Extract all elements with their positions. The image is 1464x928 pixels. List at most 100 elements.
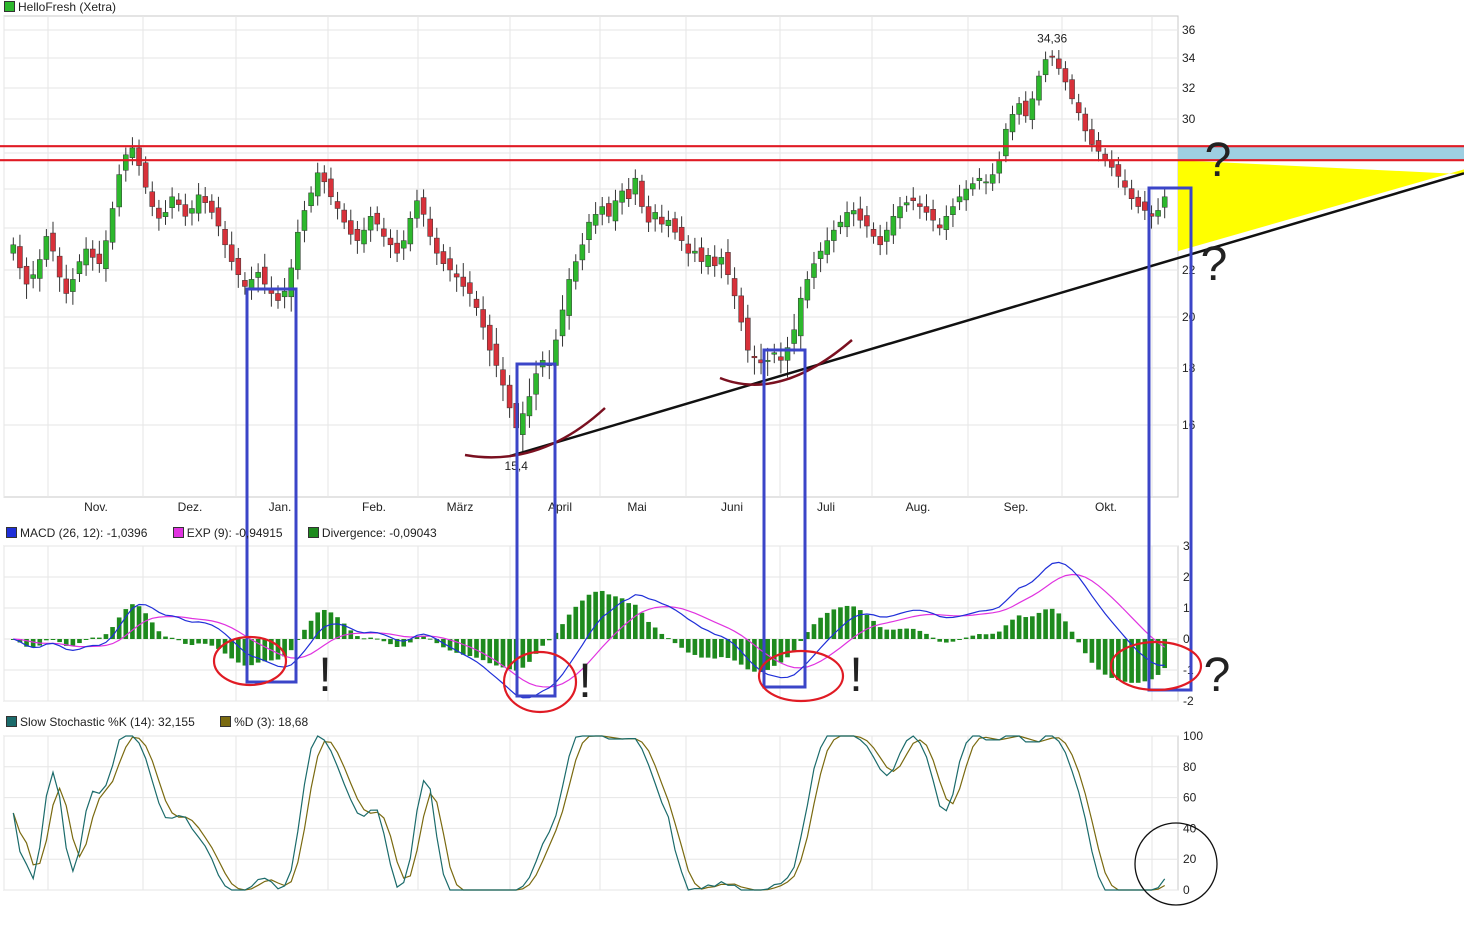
- divergence-bar: [1122, 639, 1128, 682]
- candle-up: [1155, 210, 1161, 217]
- price-y-tick-label: 18: [1182, 361, 1196, 375]
- divergence-bar: [500, 639, 506, 668]
- candle-down: [453, 273, 460, 278]
- candle-down: [89, 248, 96, 258]
- candle-down: [936, 224, 943, 229]
- divergence-bar: [487, 639, 493, 664]
- candle-down: [182, 204, 189, 217]
- macd-y-tick-label: -1: [1183, 663, 1194, 677]
- exp-legend-swatch: [172, 527, 184, 538]
- candle-up: [705, 255, 711, 267]
- divergence-bar: [361, 638, 367, 640]
- divergence-bar: [705, 639, 711, 658]
- exclamation-mark-1: !: [318, 649, 331, 702]
- divergence-bar: [1155, 639, 1161, 675]
- divergence-bar: [1063, 621, 1068, 639]
- divergence-bar: [811, 624, 817, 639]
- divergence-bar: [116, 617, 122, 639]
- divergence-bar: [725, 639, 731, 658]
- divergence-bar: [1036, 612, 1042, 639]
- divergence-bar: [752, 639, 757, 672]
- divergence-bar: [17, 639, 23, 643]
- stoch-circle: [1134, 822, 1218, 906]
- divergence-bar: [63, 639, 69, 646]
- candle-up: [903, 202, 910, 206]
- price-y-tick-label: 32: [1182, 81, 1196, 95]
- candle-down: [96, 253, 103, 264]
- candle-up: [797, 297, 804, 337]
- divergence-bar: [355, 636, 360, 639]
- candle-up: [10, 244, 17, 254]
- candle-up: [632, 177, 639, 195]
- divergence-bar: [970, 635, 976, 639]
- price-y-tick-label: 34: [1182, 51, 1196, 65]
- exclamation-mark-2: !: [578, 655, 591, 708]
- divergence-bar: [1129, 639, 1134, 683]
- divergence-bar: [348, 630, 354, 639]
- divergence-bar: [950, 639, 956, 642]
- divergence-bar: [275, 639, 281, 660]
- candle-up: [897, 206, 903, 219]
- candle-down: [1142, 201, 1148, 211]
- candle-down: [1069, 79, 1075, 100]
- divergence-bar: [447, 639, 453, 651]
- candle-up: [1161, 196, 1168, 208]
- candle-down: [142, 162, 149, 188]
- candle-up: [989, 174, 996, 184]
- divergence-bar: [401, 639, 407, 647]
- candle-down: [751, 356, 758, 359]
- candle-down: [149, 191, 156, 207]
- divergence-bar: [527, 639, 532, 662]
- candle-up: [37, 259, 43, 279]
- highlight-box-2: [515, 362, 557, 698]
- candle-down: [228, 244, 235, 262]
- divergence-bar: [791, 639, 797, 651]
- candle-up: [109, 208, 116, 243]
- stoch-y-tick-label: 0: [1183, 883, 1190, 897]
- divergence-bar: [917, 630, 923, 639]
- divergence-bar: [1109, 639, 1115, 678]
- candle-up: [162, 212, 169, 217]
- divergence-bar: [202, 639, 208, 644]
- divergence-bar: [831, 609, 837, 639]
- candle-up: [189, 208, 195, 214]
- candle-up: [983, 181, 989, 184]
- divergence-bar: [546, 639, 552, 641]
- candle-down: [440, 251, 447, 264]
- divergence-bar: [421, 635, 426, 639]
- candle-up: [400, 240, 407, 249]
- d-legend-label: %D (3): 18,68: [234, 715, 309, 729]
- high-label: 34,36: [1037, 32, 1067, 46]
- divergence-bar: [507, 639, 512, 670]
- divergence-bar: [924, 633, 929, 639]
- divergence-bar: [302, 629, 307, 639]
- candle-down: [242, 280, 248, 287]
- candle-up: [1009, 114, 1016, 133]
- candle-up: [619, 190, 625, 203]
- candle-up: [195, 194, 202, 214]
- candle-up: [103, 240, 109, 269]
- candle-down: [321, 172, 328, 183]
- divergence-bar: [785, 639, 790, 658]
- macd-y-tick-label: -2: [1183, 694, 1194, 708]
- divergence-bar: [857, 610, 863, 639]
- support-trend-line: [509, 172, 1464, 458]
- macd-ellipse-3: [757, 649, 845, 703]
- candle-down: [672, 218, 678, 233]
- divergence-bar: [639, 612, 645, 639]
- candle-up: [963, 188, 969, 201]
- candle-down: [261, 266, 268, 285]
- stoch-y-tick-label: 80: [1183, 760, 1197, 774]
- candle-down: [420, 197, 427, 215]
- divergence-bar: [1030, 616, 1035, 639]
- candle-down: [698, 247, 705, 262]
- candle-down: [917, 203, 923, 207]
- candle-up: [169, 196, 175, 208]
- candle-up: [976, 177, 983, 181]
- candle-down: [354, 229, 361, 241]
- divergence-bar: [90, 637, 96, 639]
- divergence-bar: [944, 639, 949, 643]
- price-legend-swatch: [4, 1, 15, 12]
- macd-legend-swatch: [6, 527, 17, 538]
- candle-up: [718, 257, 725, 265]
